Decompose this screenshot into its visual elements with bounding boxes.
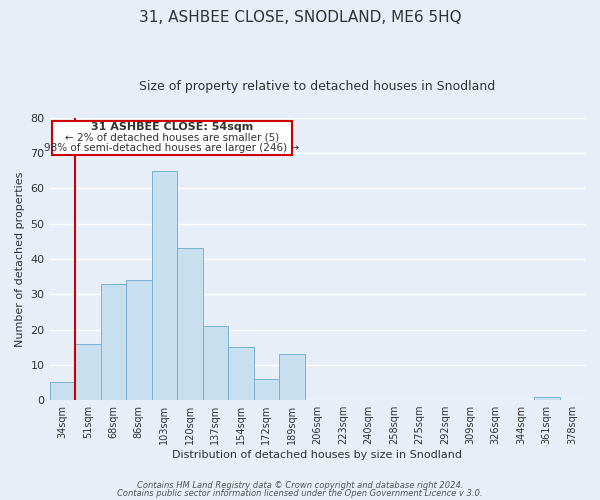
Text: ← 2% of detached houses are smaller (5): ← 2% of detached houses are smaller (5): [65, 132, 279, 142]
Bar: [177, 248, 203, 400]
Bar: [534, 396, 560, 400]
Text: 31, ASHBEE CLOSE, SNODLAND, ME6 5HQ: 31, ASHBEE CLOSE, SNODLAND, ME6 5HQ: [139, 10, 461, 25]
Bar: [228, 347, 254, 400]
Text: 98% of semi-detached houses are larger (246) →: 98% of semi-detached houses are larger (…: [44, 143, 299, 153]
Bar: [203, 326, 228, 400]
Bar: [279, 354, 305, 400]
Text: Contains public sector information licensed under the Open Government Licence v : Contains public sector information licen…: [117, 488, 483, 498]
Y-axis label: Number of detached properties: Number of detached properties: [15, 171, 25, 346]
Bar: [254, 379, 279, 400]
Bar: [75, 344, 101, 400]
Bar: [50, 382, 75, 400]
Text: Contains HM Land Registry data © Crown copyright and database right 2024.: Contains HM Land Registry data © Crown c…: [137, 481, 463, 490]
Bar: [126, 280, 152, 400]
Title: Size of property relative to detached houses in Snodland: Size of property relative to detached ho…: [139, 80, 496, 93]
X-axis label: Distribution of detached houses by size in Snodland: Distribution of detached houses by size …: [172, 450, 462, 460]
Bar: [152, 170, 177, 400]
Text: 31 ASHBEE CLOSE: 54sqm: 31 ASHBEE CLOSE: 54sqm: [91, 122, 253, 132]
FancyBboxPatch shape: [52, 120, 292, 155]
Bar: [101, 284, 126, 400]
